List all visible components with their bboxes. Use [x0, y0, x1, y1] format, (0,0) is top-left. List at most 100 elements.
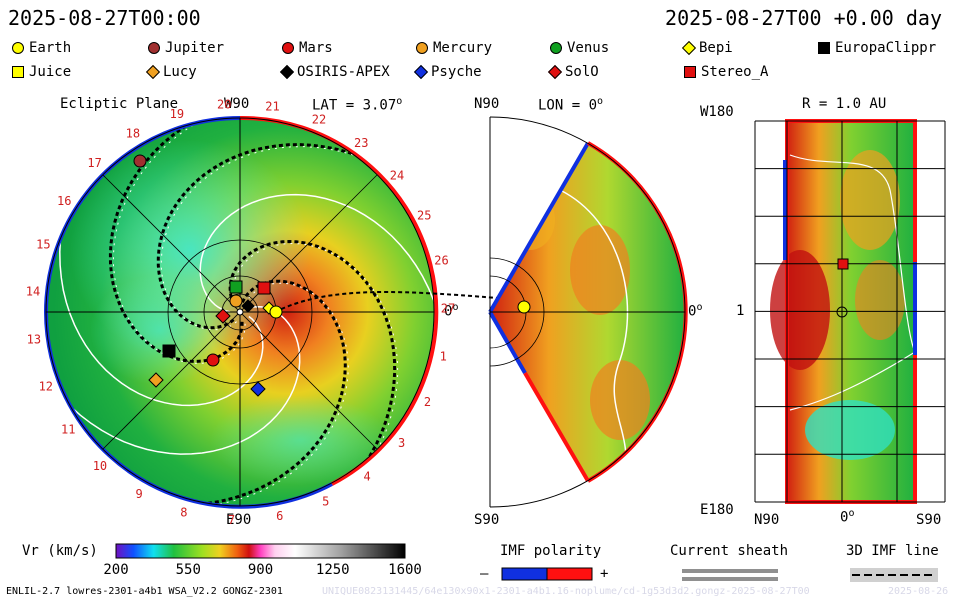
current-sheath-line-inner [112, 120, 246, 364]
osiris-apex-marker [241, 299, 255, 313]
colorbar-tick: 550 [175, 562, 201, 578]
legend-label: Mercury [433, 40, 493, 56]
radial-x-mid: 0o [840, 508, 855, 526]
carrington-label: 17 [87, 156, 101, 170]
legend-label: Mars [299, 40, 333, 56]
carrington-label: 24 [390, 169, 404, 183]
date-watermark: 2025-08-26 [888, 586, 949, 597]
colorbar-tick: 1250 [315, 562, 350, 578]
europaclippr-marker [162, 344, 176, 358]
colorbar-label: Vr (km/s) [22, 543, 98, 559]
radial-x-left: N90 [754, 512, 780, 528]
carrington-label: 7 [228, 513, 235, 527]
carrington-label: 8 [180, 505, 187, 519]
radial-x-right: S90 [916, 512, 942, 528]
meridional-lon-label: LON = 0o [538, 96, 604, 114]
timestamp-left: 2025-08-27T00:00 [8, 6, 201, 30]
legend-label: Lucy [163, 64, 197, 80]
legend-item-mars: Mars [282, 40, 333, 56]
carrington-label: 22 [312, 113, 326, 127]
legend-item-europaclippr: EuropaClippr [818, 40, 936, 56]
legend-swatch-square-icon [818, 42, 830, 54]
current-sheath-line-2 [682, 577, 778, 581]
legend-swatch-circle-icon [550, 42, 562, 54]
ecliptic-bottom-label: E90 [226, 512, 252, 528]
imf-minus: – [480, 566, 489, 582]
earth-marker [269, 305, 283, 319]
legend-item-mercury: Mercury [416, 40, 492, 56]
venus-marker [229, 280, 243, 294]
carrington-label: 21 [265, 100, 279, 114]
carrington-label: 2 [424, 395, 431, 409]
current-sheath-line-inner [160, 146, 368, 331]
legend-item-stereo-a: Stereo_A [684, 64, 768, 80]
imf-spiral-lines [59, 118, 434, 506]
stereo-a-marker-radial [837, 258, 849, 270]
meridional-top-label: N90 [474, 96, 500, 112]
radial-mid-left: 1 [736, 303, 745, 319]
legend-item-jupiter: Jupiter [148, 40, 224, 56]
imf-plus: + [600, 566, 609, 582]
radial-map-plot [754, 119, 946, 504]
meridional-plane-plot [488, 116, 688, 508]
carrington-label: 5 [322, 495, 329, 509]
legend-item-osiris-apex: OSIRIS-APEX [279, 64, 390, 80]
colorbar [115, 543, 406, 559]
ecliptic-title: Ecliptic Plane [60, 96, 179, 112]
carrington-label: 13 [27, 333, 41, 347]
legend-swatch-circle-icon [282, 42, 294, 54]
carrington-label: 27 [441, 301, 455, 315]
imf-3d-label: 3D IMF line [846, 543, 939, 559]
carrington-label: 12 [39, 380, 53, 394]
carrington-label: 18 [126, 127, 140, 141]
legend-label: Earth [29, 40, 72, 56]
carrington-label: 23 [354, 136, 368, 150]
carrington-label: 1 [440, 349, 447, 363]
earth-marker-radial [836, 306, 848, 318]
current-sheath-line-inner [232, 242, 399, 470]
legend-item-solo: SolO [547, 64, 599, 80]
legend-swatch-circle-icon [148, 42, 160, 54]
legend-item-lucy: Lucy [145, 64, 197, 80]
solo-marker [215, 308, 231, 324]
legend-item-juice: Juice [12, 64, 71, 80]
legend-swatch-circle-icon [12, 42, 24, 54]
carrington-label: 6 [276, 509, 283, 523]
colorbar-tick: 900 [247, 562, 274, 578]
legend-item-psyche: Psyche [413, 64, 482, 80]
meridional-bottom-label: S90 [474, 512, 500, 528]
legend-label: Bepi [699, 40, 733, 56]
radial-title: R = 1.0 AU [802, 96, 887, 112]
radial-top-left: W180 [700, 104, 734, 120]
current-sheath-line-inner [197, 282, 349, 506]
mercury-marker [229, 294, 243, 308]
ecliptic-lat-label: LAT = 3.07o [312, 96, 403, 114]
imf-3d-line [274, 291, 523, 313]
legend-swatch-circle-icon [416, 42, 428, 54]
current-sheath-line [194, 279, 347, 506]
ecliptic-right-label: 0o [444, 302, 459, 320]
carrington-label: 10 [93, 459, 107, 473]
current-sheath-line [108, 118, 244, 363]
mars-marker [206, 353, 220, 367]
imf-line [59, 224, 264, 407]
legend-item-earth: Earth [12, 40, 71, 56]
carrington-label: 16 [57, 194, 71, 208]
legend-label: Psyche [431, 64, 482, 80]
psyche-marker [250, 381, 266, 397]
model-info: ENLIL-2.7 lowres-2301-a4b1 WSA_V2.2 GONG… [6, 586, 283, 597]
colorbar-tick: 1600 [388, 562, 422, 578]
stereo-a-marker [257, 281, 271, 295]
current-sheath-line [156, 143, 366, 330]
earth-marker-meridional [517, 300, 531, 314]
legend-label: Jupiter [165, 40, 225, 56]
body-markers [133, 154, 849, 397]
carrington-label: 11 [61, 422, 75, 436]
timestamp-right: 2025-08-27T00 +0.00 day [665, 6, 942, 30]
legend-label: OSIRIS-APEX [297, 64, 390, 80]
run-watermark: UNIQUE0823131445/64e130x90x1-2301-a4b1.1… [322, 586, 810, 597]
colorbar-tick: 200 [103, 562, 129, 578]
carrington-label: 9 [136, 487, 143, 501]
